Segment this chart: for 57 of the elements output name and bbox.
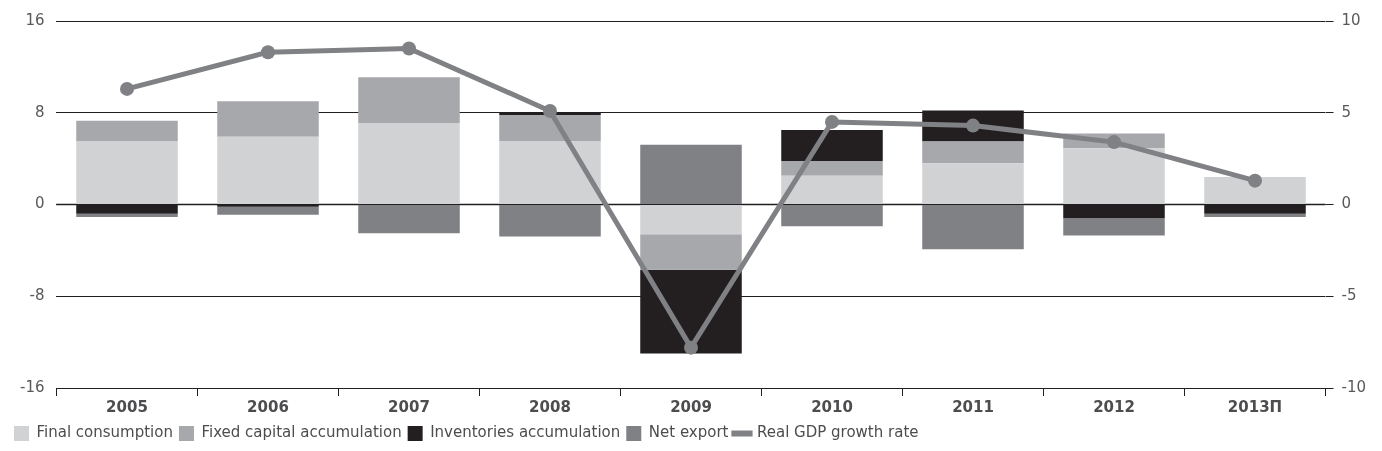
bar <box>76 141 178 204</box>
bar <box>922 205 1024 250</box>
y2-tick-label: -10 <box>1341 377 1366 396</box>
y-tick-label: -8 <box>29 286 45 305</box>
bar <box>640 144 742 204</box>
bar <box>781 160 883 176</box>
point <box>1107 135 1121 150</box>
bar <box>217 136 319 204</box>
bar <box>640 205 742 235</box>
y-tick-label: -16 <box>20 377 45 396</box>
bar <box>1204 176 1306 204</box>
point <box>120 81 134 96</box>
y-tick-label: 16 <box>25 10 45 29</box>
bar <box>358 123 460 204</box>
bar <box>1063 148 1165 204</box>
point <box>261 45 275 60</box>
x-tick-label: 2013П <box>1227 397 1283 416</box>
y-tick-label: 0 <box>34 194 45 213</box>
legend-label: Inventories accumulation <box>430 423 621 442</box>
bar <box>640 234 742 270</box>
bar <box>922 141 1024 164</box>
bar <box>781 205 883 227</box>
bar <box>217 101 319 137</box>
legend-label: Final consumption <box>36 423 173 442</box>
x-tick-label: 2005 <box>106 397 148 416</box>
bar <box>781 175 883 204</box>
x-tick-label: 2008 <box>529 397 571 416</box>
point <box>1248 173 1262 188</box>
bar <box>781 129 883 161</box>
legend-label: Fixed capital accumulation <box>201 423 402 442</box>
point <box>825 114 839 129</box>
point <box>966 118 980 133</box>
point <box>684 340 698 355</box>
y2-tick-label: 0 <box>1341 194 1352 213</box>
bar <box>499 205 601 237</box>
x-tick-label: 2007 <box>388 397 430 416</box>
bar <box>499 115 601 142</box>
legend-label: Real GDP growth rate <box>756 423 919 442</box>
y2-tick-label: 10 <box>1341 10 1361 29</box>
x-tick-label: 2009 <box>670 397 712 416</box>
legend-label: Net export <box>648 423 729 442</box>
bar <box>217 206 319 215</box>
bar <box>358 77 460 124</box>
bar <box>358 205 460 234</box>
y2-tick-label: -5 <box>1341 286 1357 305</box>
x-tick-label: 2010 <box>811 397 853 416</box>
bar <box>499 141 601 204</box>
point <box>402 41 416 56</box>
y2-tick-label: 5 <box>1341 102 1352 121</box>
bar <box>1063 218 1165 236</box>
bar <box>922 163 1024 204</box>
bar <box>76 120 178 142</box>
x-tick-label: 2011 <box>952 397 994 416</box>
x-tick-label: 2006 <box>247 397 289 416</box>
point <box>543 103 557 118</box>
y-tick-label: 8 <box>34 102 45 121</box>
x-tick-label: 2012 <box>1093 397 1135 416</box>
